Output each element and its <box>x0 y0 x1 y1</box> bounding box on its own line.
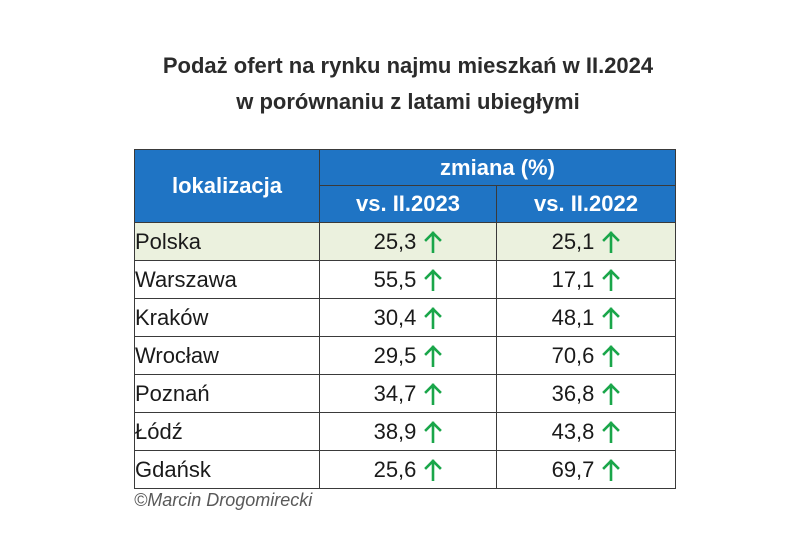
change-cell: 30,4 <box>319 298 497 337</box>
arrow-up-icon <box>602 459 621 482</box>
location-name: Polska <box>134 222 320 261</box>
arrow-up-icon <box>424 383 443 406</box>
change-cell: 48,1 <box>496 298 676 337</box>
arrow-up-icon <box>602 383 621 406</box>
change-value: 17,1 <box>551 267 595 293</box>
table-row: Łódź 38,9 43,8 <box>134 412 676 451</box>
location-name: Wrocław <box>134 336 320 375</box>
change-cell: 29,5 <box>319 336 497 375</box>
table-row: Kraków 30,4 48,1 <box>134 298 676 337</box>
table-row: Polska 25,3 25,1 <box>134 222 676 261</box>
change-cell: 25,6 <box>319 450 497 489</box>
change-value: 55,5 <box>373 267 417 293</box>
arrow-up-icon <box>424 269 443 292</box>
change-cell: 17,1 <box>496 260 676 299</box>
copyright-footer: ©Marcin Drogomirecki <box>134 490 313 510</box>
table-row: Gdańsk 25,6 69,7 <box>134 450 676 489</box>
change-value: 36,8 <box>551 381 595 407</box>
arrow-up-icon <box>424 307 443 330</box>
chart-title: Podaż ofert na rynku najmu mieszkań w II… <box>0 48 800 120</box>
arrow-up-icon <box>602 345 621 368</box>
title-line-2: w porównaniu z latami ubiegłymi <box>236 89 580 114</box>
arrow-up-icon <box>602 307 621 330</box>
change-value: 48,1 <box>551 305 595 331</box>
change-value: 25,3 <box>373 229 417 255</box>
header-change-group: zmiana (%) <box>319 149 676 186</box>
change-value: 69,7 <box>551 457 595 483</box>
table-row: Wrocław 29,5 70,6 <box>134 336 676 375</box>
header-location: lokalizacja <box>134 149 320 223</box>
table-row: Warszawa 55,5 17,1 <box>134 260 676 299</box>
change-cell: 25,1 <box>496 222 676 261</box>
data-table: lokalizacja zmiana (%) vs. II.2023 vs. I… <box>134 149 676 489</box>
change-value: 25,6 <box>373 457 417 483</box>
arrow-up-icon <box>424 345 443 368</box>
change-cell: 70,6 <box>496 336 676 375</box>
change-cell: 34,7 <box>319 374 497 413</box>
location-name: Kraków <box>134 298 320 337</box>
location-name: Warszawa <box>134 260 320 299</box>
header-vs-2022: vs. II.2022 <box>496 185 676 223</box>
change-cell: 69,7 <box>496 450 676 489</box>
arrow-up-icon <box>424 231 443 254</box>
change-value: 29,5 <box>373 343 417 369</box>
title-line-1: Podaż ofert na rynku najmu mieszkań w II… <box>162 53 654 78</box>
header-vs-2023: vs. II.2023 <box>319 185 497 223</box>
change-value: 43,8 <box>551 419 595 445</box>
change-value: 30,4 <box>373 305 417 331</box>
arrow-up-icon <box>424 459 443 482</box>
arrow-up-icon <box>602 231 621 254</box>
arrow-up-icon <box>602 421 621 444</box>
location-name: Poznań <box>134 374 320 413</box>
change-cell: 36,8 <box>496 374 676 413</box>
change-value: 38,9 <box>373 419 417 445</box>
arrow-up-icon <box>602 269 621 292</box>
location-name: Gdańsk <box>134 450 320 489</box>
location-name: Łódź <box>134 412 320 451</box>
change-value: 25,1 <box>551 229 595 255</box>
table-body: Polska 25,3 25,1 Warszawa 55,5 17,1 Kraków 30,4… <box>134 222 676 489</box>
change-cell: 38,9 <box>319 412 497 451</box>
change-value: 70,6 <box>551 343 595 369</box>
change-value: 34,7 <box>373 381 417 407</box>
change-cell: 55,5 <box>319 260 497 299</box>
change-cell: 43,8 <box>496 412 676 451</box>
arrow-up-icon <box>424 421 443 444</box>
table-row: Poznań 34,7 36,8 <box>134 374 676 413</box>
change-cell: 25,3 <box>319 222 497 261</box>
